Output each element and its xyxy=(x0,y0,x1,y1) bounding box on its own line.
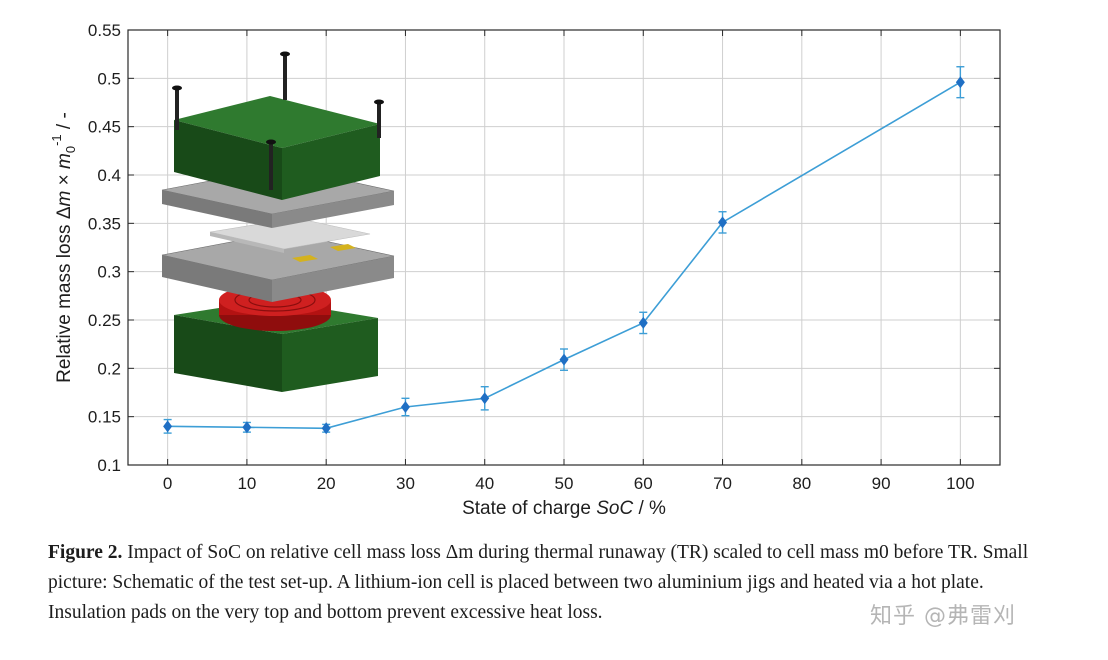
tick-marks xyxy=(128,29,1000,466)
figure-caption: Figure 2. Impact of SoC on relative cell… xyxy=(48,538,1058,628)
series-mass-loss xyxy=(163,66,965,435)
cell-tab xyxy=(330,244,356,251)
x-tick-label: 10 xyxy=(237,474,256,493)
bolt-head xyxy=(172,85,182,91)
x-tick-label: 20 xyxy=(317,474,336,493)
data-point xyxy=(400,401,410,413)
y-tick-label: 0.45 xyxy=(88,118,121,137)
x-tick-label: 30 xyxy=(396,474,415,493)
upper-plate-front xyxy=(162,190,272,228)
bolt-head xyxy=(266,139,276,145)
y-tick-label: 0.1 xyxy=(97,456,121,475)
top-pad-side xyxy=(282,124,380,200)
y-axis-label: Relative mass loss Δm × m0-1 / - xyxy=(49,112,78,383)
upper-plate-side xyxy=(272,191,394,228)
x-tick-label: 100 xyxy=(946,474,974,493)
bottom-pad-side xyxy=(282,318,378,392)
y-tick-label: 0.15 xyxy=(88,408,121,427)
x-tick-label: 70 xyxy=(713,474,732,493)
y-tick-label: 0.4 xyxy=(97,166,121,185)
x-tick-label: 60 xyxy=(634,474,653,493)
top-pad-top xyxy=(174,96,380,148)
x-tick-label: 40 xyxy=(475,474,494,493)
data-point xyxy=(718,216,728,229)
y-tick-label: 0.3 xyxy=(97,263,121,282)
caption-text: Impact of SoC on relative cell mass loss… xyxy=(48,542,1029,623)
x-tick-label: 50 xyxy=(555,474,574,493)
bottom-pad-front xyxy=(174,315,282,392)
data-point xyxy=(955,76,965,89)
y-tick-label: 0.25 xyxy=(88,311,121,330)
data-point xyxy=(242,421,252,434)
y-tick-label: 0.2 xyxy=(97,359,121,378)
cell-edge xyxy=(210,232,284,253)
y-tick-label: 0.35 xyxy=(88,214,121,233)
bolt-head xyxy=(280,51,290,57)
data-point xyxy=(638,316,648,329)
lower-plate-front xyxy=(162,255,272,302)
x-tick-labels: 0 10 20 30 40 50 60 70 80 90 100 xyxy=(163,474,975,493)
bolt-head xyxy=(374,99,384,105)
x-tick-label: 90 xyxy=(872,474,891,493)
data-point xyxy=(321,422,331,435)
x-tick-label: 0 xyxy=(163,474,172,493)
cell-tab xyxy=(292,255,318,262)
y-tick-label: 0.5 xyxy=(97,69,121,88)
data-point xyxy=(480,392,490,405)
test-setup-schematic xyxy=(161,51,395,392)
data-point xyxy=(559,353,569,366)
mass-loss-chart: 0.1 0.15 0.2 0.25 0.3 0.35 0.4 0.45 0.5 0.55 0 10 2… xyxy=(49,21,1001,519)
data-markers xyxy=(163,76,965,435)
lower-plate-side xyxy=(272,256,394,302)
y-tick-label: 0.55 xyxy=(88,21,121,40)
y-tick-labels: 0.1 0.15 0.2 0.25 0.3 0.35 0.4 0.45 0.5 0.55 xyxy=(88,21,121,475)
data-point xyxy=(163,420,173,433)
watermark: 知乎 @弗雷刈 xyxy=(870,604,1016,629)
figure-label: Figure 2. xyxy=(48,542,123,563)
x-tick-label: 80 xyxy=(792,474,811,493)
top-pad-front xyxy=(174,120,282,200)
x-axis-label: State of charge SoC / % xyxy=(462,498,666,519)
